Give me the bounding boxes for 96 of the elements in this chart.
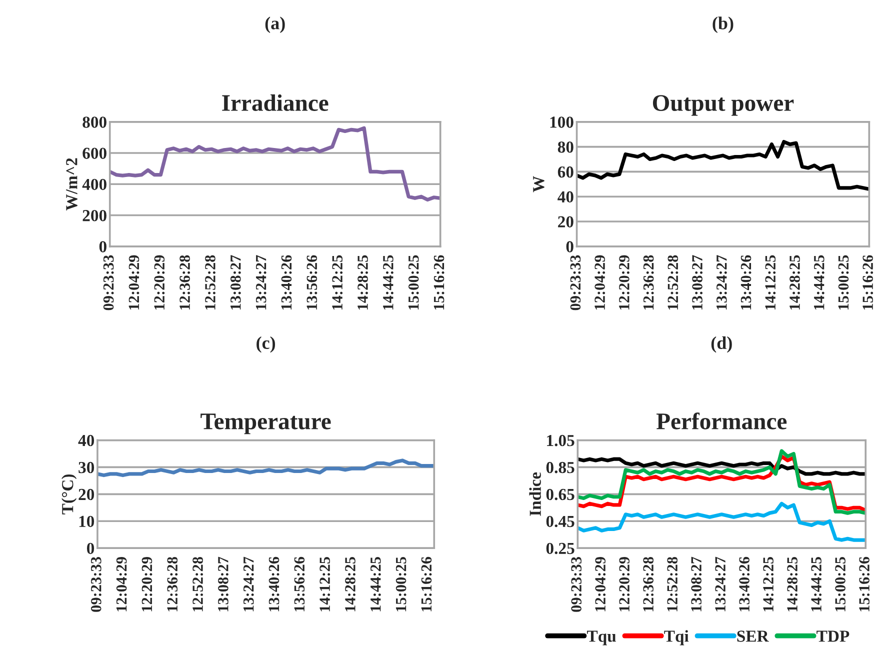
x-tick-label: 12:20:29 <box>154 255 165 310</box>
x-tick-label: 12:36:28 <box>180 255 190 310</box>
y-tick-label: 100 <box>550 116 574 128</box>
x-tick-label: 15:16:26 <box>421 556 432 612</box>
chart-subtitle: Temperature <box>200 414 331 434</box>
x-tick-label: 14:12:25 <box>332 255 343 310</box>
chart-subtitle: Irradiance <box>222 94 328 111</box>
legend-label: TDP <box>816 630 850 642</box>
x-tick-label: 09:23:33 <box>103 255 114 310</box>
legend-label: Tqu <box>586 630 616 646</box>
x-tick-label: 14:44:25 <box>370 557 381 612</box>
chart-title: (a) <box>265 16 285 34</box>
x-tick-label: 13:40:26 <box>281 255 292 310</box>
x-tick-label: 14:28:25 <box>345 557 356 612</box>
x-tick-label: 14:44:25 <box>383 255 394 310</box>
chart-title: (b) <box>712 16 734 34</box>
x-tick-label: 09:23:33 <box>571 556 582 612</box>
x-tick-label: 15:00:25 <box>838 255 849 310</box>
x-tick-label: 13:24:27 <box>243 556 254 612</box>
x-tick-label: 09:23:33 <box>570 255 581 310</box>
x-tick-label: 15:00:25 <box>835 557 846 612</box>
y-axis-title: W/m^2 <box>66 158 78 211</box>
x-tick-label: 13:08:27 <box>230 255 241 310</box>
x-tick-label: 14:12:25 <box>320 557 330 612</box>
x-tick-label: 12:04:29 <box>595 557 606 612</box>
x-tick-label: 12:52:28 <box>667 556 678 612</box>
y-tick-label: 60 <box>558 166 574 178</box>
x-tick-label: 12:04:29 <box>594 255 606 310</box>
y-tick-label: 40 <box>78 434 94 446</box>
y-tick-label: 0 <box>99 241 106 252</box>
y-tick-label: 800 <box>82 116 106 128</box>
x-tick-label: 14:12:25 <box>765 255 776 310</box>
x-tick-label: 09:23:33 <box>90 556 102 612</box>
y-tick-label: 30 <box>78 462 94 474</box>
x-tick-label: 12:20:29 <box>619 255 630 310</box>
x-tick-label: 13:40:26 <box>740 255 752 310</box>
y-tick-label: 600 <box>82 148 106 159</box>
line-series <box>578 502 866 542</box>
chart-subtitle: Output power <box>652 95 794 116</box>
x-tick-label: 12:04:29 <box>128 255 140 310</box>
x-tick-label: 12:20:29 <box>142 557 152 612</box>
y-tick-label: 40 <box>558 191 574 203</box>
y-tick-label: 80 <box>558 141 574 153</box>
y-tick-label: 0.85 <box>546 462 574 474</box>
legend-label: Tqi <box>664 630 689 646</box>
x-tick-label: 12:04:29 <box>116 557 127 612</box>
y-tick-label: 0 <box>566 241 574 252</box>
y-tick-label: 10 <box>79 516 94 528</box>
x-tick-label: 13:40:26 <box>739 556 750 612</box>
x-tick-label: 15:16:26 <box>862 255 874 310</box>
y-tick-label: 20 <box>558 216 574 228</box>
x-tick-label: 13:24:27 <box>716 255 727 310</box>
x-tick-label: 14:12:25 <box>763 557 774 612</box>
y-axis-title: T(°C) <box>62 474 77 514</box>
y-tick-label: 0.45 <box>546 516 574 528</box>
x-tick-label: 14:28:25 <box>358 255 368 310</box>
x-tick-label: 12:52:28 <box>205 255 216 310</box>
x-tick-label: 14:28:25 <box>790 255 800 310</box>
y-tick-label: 1.05 <box>547 434 574 446</box>
line-series <box>578 457 866 476</box>
line-series <box>110 126 440 202</box>
x-tick-label: 15:16:26 <box>434 255 444 310</box>
y-tick-label: 0 <box>86 542 94 554</box>
y-tick-label: 0.25 <box>546 542 574 554</box>
x-tick-label: 14:44:25 <box>811 557 822 612</box>
x-tick-label: 12:36:28 <box>643 556 654 612</box>
x-tick-label: 13:08:27 <box>218 556 228 612</box>
x-tick-label: 12:36:28 <box>643 255 654 310</box>
x-tick-label: 12:20:29 <box>619 557 630 612</box>
chart-title: (c) <box>256 336 276 353</box>
x-tick-label: 15:16:26 <box>859 556 870 612</box>
y-tick-label: 400 <box>82 178 106 190</box>
y-axis-title: W <box>533 176 544 192</box>
legend-label: SER <box>737 630 769 642</box>
y-axis-title: Indice <box>529 472 541 516</box>
x-tick-label: 13:40:26 <box>268 556 280 612</box>
x-tick-label: 13:56:26 <box>294 556 305 612</box>
x-tick-label: 13:24:27 <box>715 556 726 612</box>
x-tick-label: 12:52:28 <box>192 556 203 612</box>
x-tick-label: 15:00:25 <box>396 557 406 612</box>
chart-subtitle: Performance <box>656 412 787 430</box>
x-tick-label: 13:56:26 <box>306 255 318 310</box>
x-tick-label: 12:36:28 <box>167 556 178 612</box>
x-tick-label: 14:44:25 <box>814 255 824 310</box>
x-tick-label: 12:52:28 <box>668 255 678 310</box>
line-series <box>97 458 434 478</box>
x-tick-label: 13:24:27 <box>256 255 266 310</box>
y-tick-label: 20 <box>78 488 94 500</box>
chart-title: (d) <box>711 336 732 353</box>
y-tick-label: 200 <box>82 210 106 222</box>
x-tick-label: 14:28:25 <box>787 557 798 612</box>
y-tick-label: 0.65 <box>546 488 574 500</box>
x-tick-label: 15:00:25 <box>408 255 419 310</box>
x-tick-label: 13:08:27 <box>692 255 702 310</box>
x-tick-label: 13:08:27 <box>691 556 702 612</box>
line-series <box>576 140 870 191</box>
